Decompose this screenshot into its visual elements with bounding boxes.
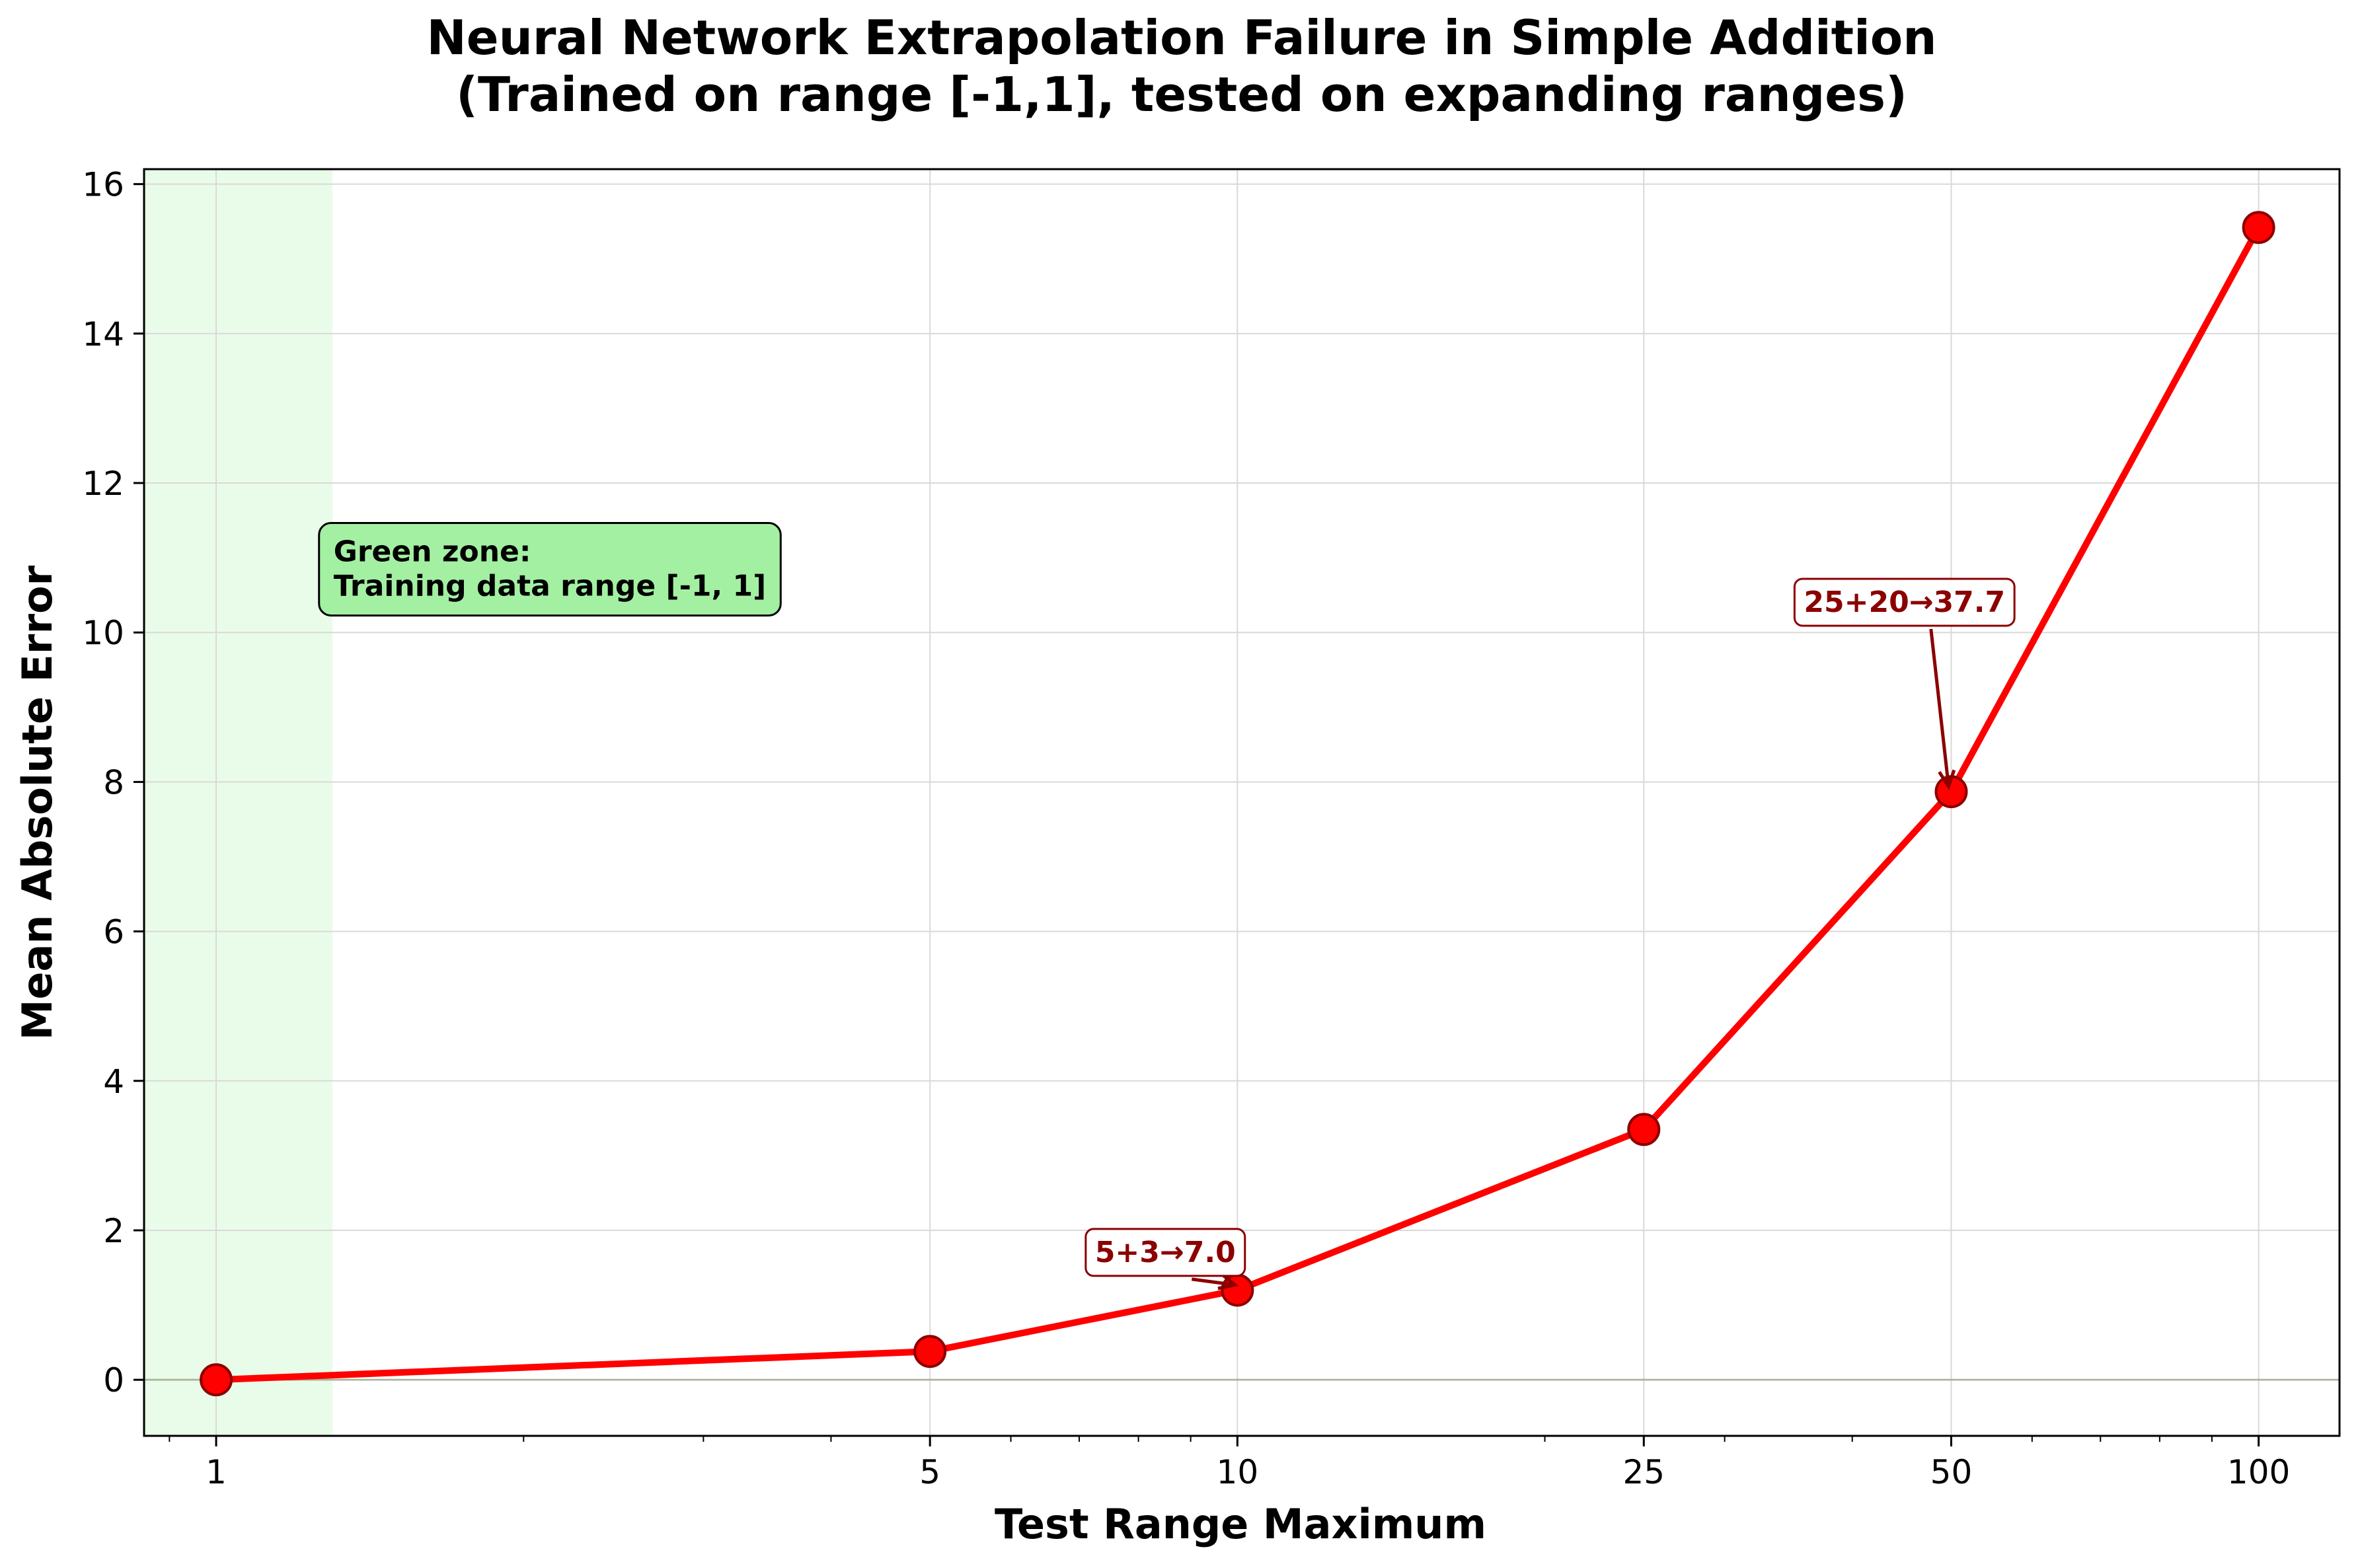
- chart-title: Neural Network Extrapolation Failure in …: [427, 10, 1937, 65]
- y-axis-ticks: 0 2 4 6 8 10 12 14 16: [82, 166, 144, 1400]
- annotation-box: [1085, 1228, 1246, 1277]
- plot-frame: [143, 168, 2341, 1437]
- data-point-marker: [2242, 211, 2275, 244]
- x-tick-label: 10: [1217, 1453, 1259, 1491]
- grid: [144, 169, 2340, 1436]
- training-zone-rect: [144, 169, 333, 1436]
- annotation-arrow: [1191, 1277, 1235, 1287]
- y-tick-label: 10: [82, 614, 124, 652]
- data-point-marker: [1627, 1113, 1661, 1146]
- y-tick-label: 2: [103, 1212, 124, 1250]
- annotation-arrowhead: [1938, 769, 1956, 790]
- y-tick-label: 14: [82, 315, 124, 354]
- y-tick-label: 16: [82, 166, 124, 204]
- y-tick-label: 8: [103, 763, 124, 802]
- y-axis-label: Mean Absolute Error: [13, 565, 61, 1040]
- data-points: [200, 211, 2275, 1397]
- x-tick-label: 50: [1930, 1453, 1973, 1491]
- annotation-box: [318, 521, 782, 616]
- annotation-text: 25+20→37.7: [1804, 585, 2005, 619]
- annotation-text: Green zone:: [334, 535, 531, 568]
- chart-subtitle: (Trained on range [-1,1], tested on expa…: [456, 67, 1907, 122]
- annotations: Green zone:Training data range [-1, 1] 5+…: [318, 521, 2016, 1290]
- series-line: [213, 224, 2262, 1384]
- annotation-arrow: [1929, 628, 1950, 787]
- y-tick-label: 12: [82, 465, 124, 503]
- y-tick-label: 4: [103, 1063, 124, 1101]
- annotation: 25+20→37.7: [1793, 578, 2016, 790]
- annotation-text: 5+3→7.0: [1095, 1236, 1236, 1269]
- annotation-arrowhead: [1217, 1273, 1238, 1290]
- annotation: 5+3→7.0: [1085, 1228, 1246, 1290]
- annotation-box: [1793, 578, 2016, 627]
- y-tick-label: 0: [103, 1361, 124, 1400]
- training-zone-shading: [144, 169, 333, 1436]
- series-polyline: [213, 224, 2262, 1384]
- x-axis-ticks: 1 5 10 25 50 100: [169, 1436, 2290, 1491]
- annotation: Green zone:Training data range [-1, 1]: [318, 521, 782, 616]
- data-point-marker: [913, 1335, 947, 1368]
- data-point-marker: [200, 1363, 233, 1397]
- x-tick-label: 1: [206, 1453, 227, 1491]
- x-tick-label: 5: [919, 1453, 940, 1491]
- y-tick-label: 6: [103, 913, 124, 952]
- x-tick-label: 100: [2227, 1453, 2290, 1491]
- annotation-text: Training data range [-1, 1]: [334, 569, 767, 603]
- x-axis-label: Test Range Maximum: [995, 1500, 1486, 1548]
- x-tick-label: 25: [1622, 1453, 1665, 1491]
